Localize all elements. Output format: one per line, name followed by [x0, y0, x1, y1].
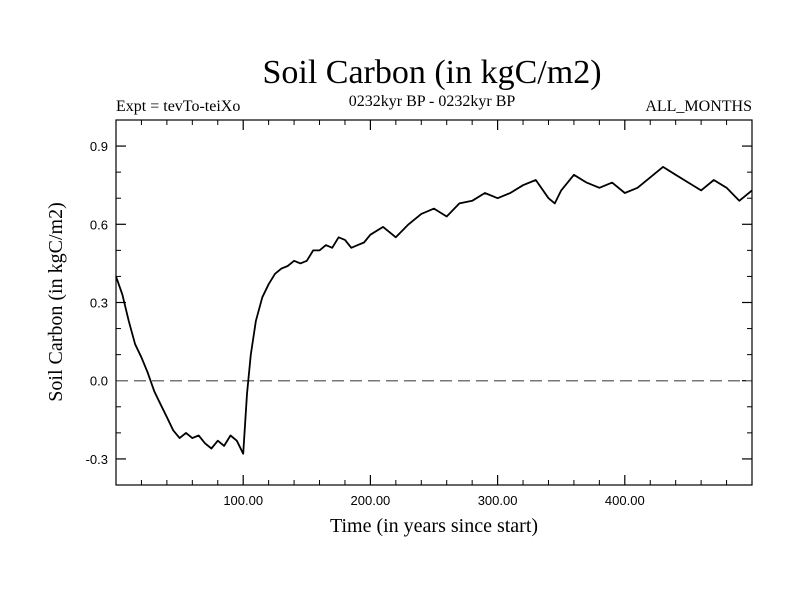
y-tick-labels: -0.3 0.0 0.3 0.6 0.9	[86, 139, 108, 467]
experiment-label: Expt = tevTo-teiXo	[116, 98, 240, 115]
y-tick-label: 0.3	[90, 296, 108, 311]
y-tick-label: 0.6	[90, 217, 108, 232]
period-label: 0232kyr BP - 0232kyr BP	[349, 93, 516, 110]
x-tick-label: 300.00	[478, 493, 518, 508]
soil-carbon-series-line	[115, 166, 753, 455]
y-tick-label: 0.0	[90, 374, 108, 389]
y-tick-label: 0.9	[90, 139, 108, 154]
x-tick-label: 200.00	[351, 493, 391, 508]
months-label: ALL_MONTHS	[645, 98, 752, 115]
x-axis-label: Time (in years since start)	[330, 515, 538, 537]
x-tick-label: 100.00	[223, 493, 263, 508]
chart-title: Soil Carbon (in kgC/m2)	[262, 54, 601, 91]
plot-area-frame	[115, 119, 753, 486]
axis-ticks	[116, 119, 752, 486]
y-tick-label: -0.3	[86, 452, 108, 467]
x-tick-labels: 100.00 200.00 300.00 400.00	[223, 493, 644, 508]
x-tick-label: 400.00	[605, 493, 645, 508]
y-axis-label: Soil Carbon (in kgC/m2)	[45, 202, 67, 401]
